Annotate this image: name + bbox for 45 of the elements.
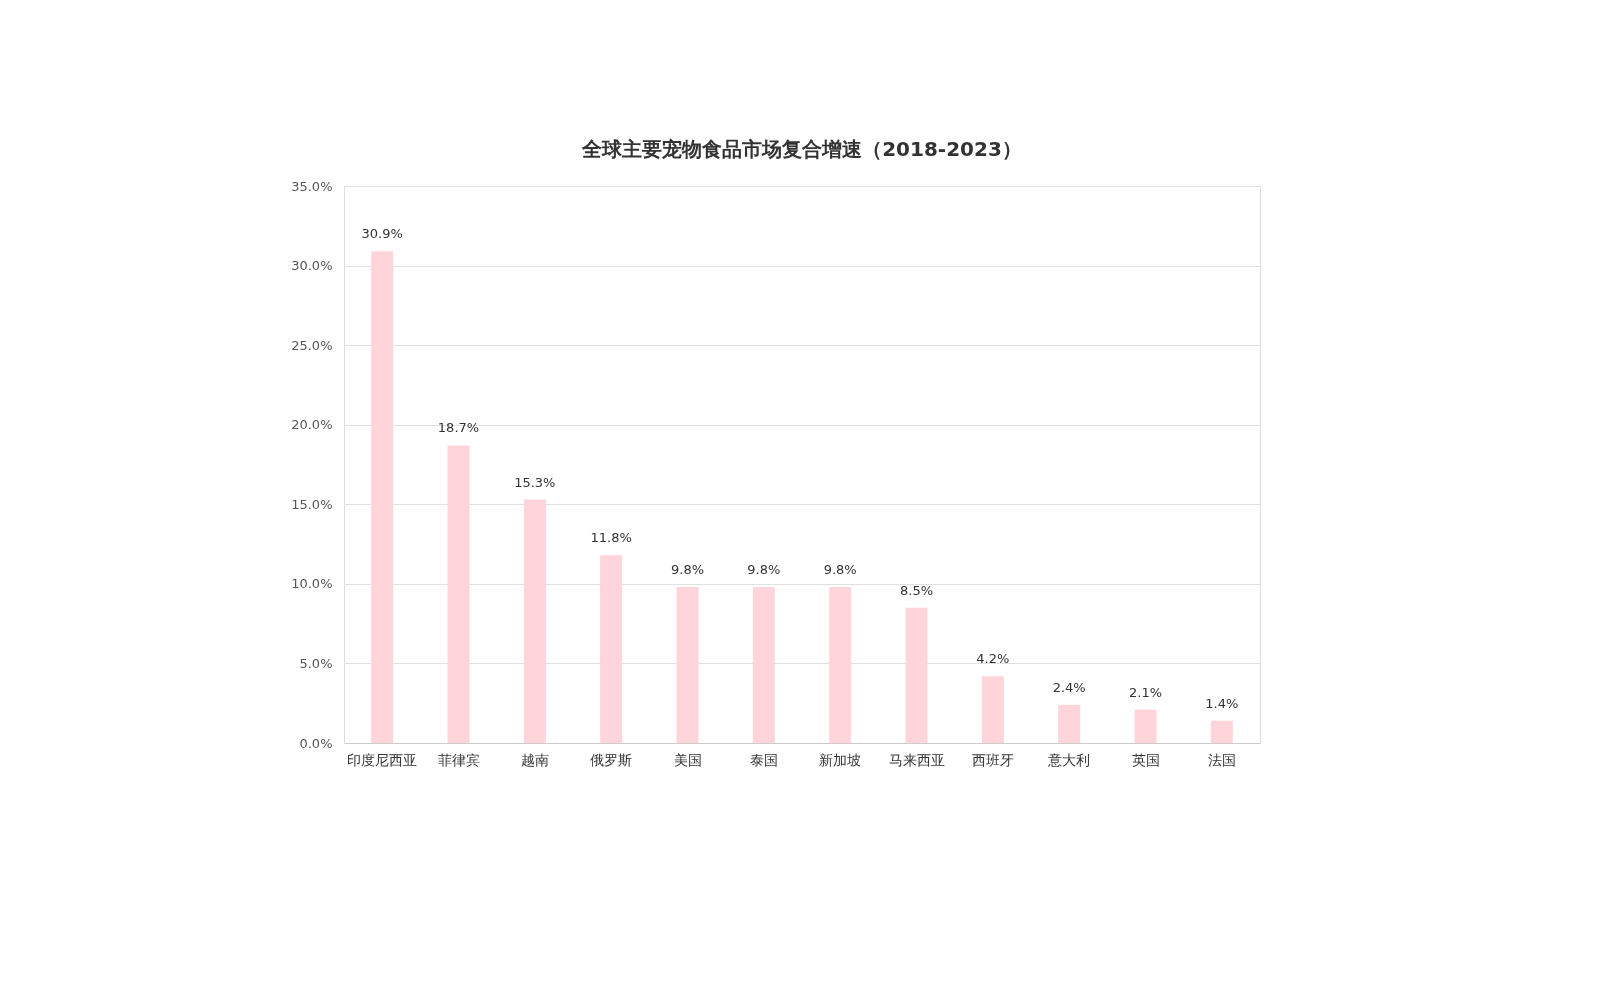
bar: [752, 587, 775, 743]
x-tick-label: 越南: [520, 751, 549, 768]
bar: [523, 499, 546, 743]
y-tick-label: 20.0%: [291, 417, 333, 433]
y-tick-label: 0.0%: [299, 735, 333, 751]
data-label: 30.9%: [361, 226, 403, 242]
x-tick-label: 美国: [673, 751, 702, 768]
bar: [829, 587, 852, 743]
data-label: 1.4%: [1205, 695, 1239, 711]
data-label: 15.3%: [514, 474, 556, 490]
y-tick-label: 35.0%: [291, 178, 333, 194]
x-tick-label: 马来西亚: [888, 751, 945, 768]
data-label: 11.8%: [590, 530, 632, 546]
data-label: 2.4%: [1052, 679, 1086, 695]
bar: [1210, 720, 1233, 743]
y-tick-label: 10.0%: [291, 576, 333, 592]
data-label: 8.5%: [899, 582, 934, 598]
y-tick-label: 5.0%: [299, 655, 333, 671]
data-label: 4.2%: [976, 651, 1010, 667]
bar: [905, 607, 928, 743]
x-tick-label: 新加坡: [819, 751, 862, 768]
y-tick-label: 30.0%: [291, 258, 333, 274]
data-label: 9.8%: [823, 562, 857, 578]
bar: [981, 676, 1004, 743]
bar: [600, 555, 623, 743]
x-tick-label: 俄罗斯: [590, 751, 633, 768]
x-tick-label: 泰国: [749, 751, 778, 768]
y-tick-label: 15.0%: [291, 496, 333, 512]
x-tick-label: 菲律宾: [437, 751, 480, 768]
y-tick-label: 25.0%: [291, 337, 333, 353]
data-label: 2.1%: [1128, 684, 1163, 700]
x-tick-label: 法国: [1207, 751, 1236, 768]
x-tick-label: 印度尼西亚: [347, 751, 418, 768]
bar: [371, 251, 394, 743]
x-tick-label: 意大利: [1047, 751, 1091, 768]
chart-title: 全球主要宠物食品市场复合增速（2018-2023）: [581, 137, 1022, 161]
bar: [676, 587, 699, 743]
x-tick-label: 西班牙: [971, 751, 1014, 768]
data-label: 18.7%: [437, 420, 480, 436]
bar: [447, 445, 470, 743]
data-label: 9.8%: [747, 562, 781, 578]
x-tick-label: 英国: [1131, 751, 1160, 768]
bar: [1058, 704, 1081, 743]
data-label: 9.8%: [670, 562, 705, 578]
bar: [1134, 709, 1157, 743]
